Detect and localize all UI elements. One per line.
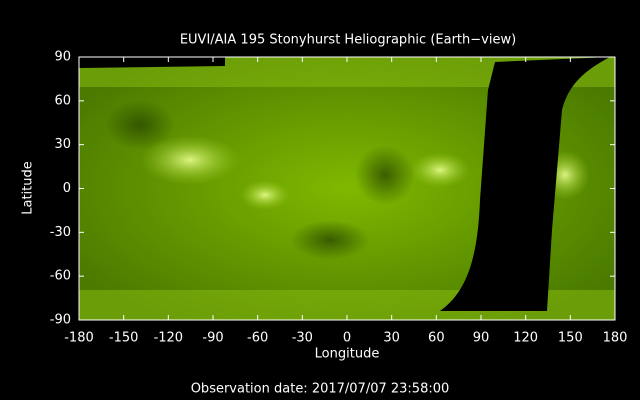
y-tick-label: 60 [54,93,71,108]
x-tick-label: -180 [64,331,94,346]
x-tick-label: 0 [343,331,351,346]
x-tick-label: 120 [513,331,538,346]
x-tick-label: -120 [154,331,184,346]
chart-title: EUVI/AIA 195 Stonyhurst Heliographic (Ea… [180,33,516,48]
solar-map [79,57,615,320]
x-tick-label: 60 [428,331,445,346]
x-tick-label: 30 [383,331,400,346]
x-tick-label: -150 [109,331,139,346]
y-axis-label: Latitude [21,161,36,215]
y-tick-label: 30 [54,137,71,152]
x-tick-label: -30 [292,331,313,346]
x-axis-label: Longitude [315,347,380,362]
x-tick-label: -60 [247,331,268,346]
x-tick-label: -90 [202,331,223,346]
y-tick-label: 90 [54,50,71,65]
x-tick-label: 150 [558,331,583,346]
y-tick-label: -60 [50,269,71,284]
y-tick-label: -90 [50,313,71,328]
y-tick-label: 0 [63,181,71,196]
x-tick-label: 90 [473,331,490,346]
x-tick-label: 180 [603,331,628,346]
observation-date: Observation date: 2017/07/07 23:58:00 [191,382,450,397]
y-tick-label: -30 [50,225,71,240]
